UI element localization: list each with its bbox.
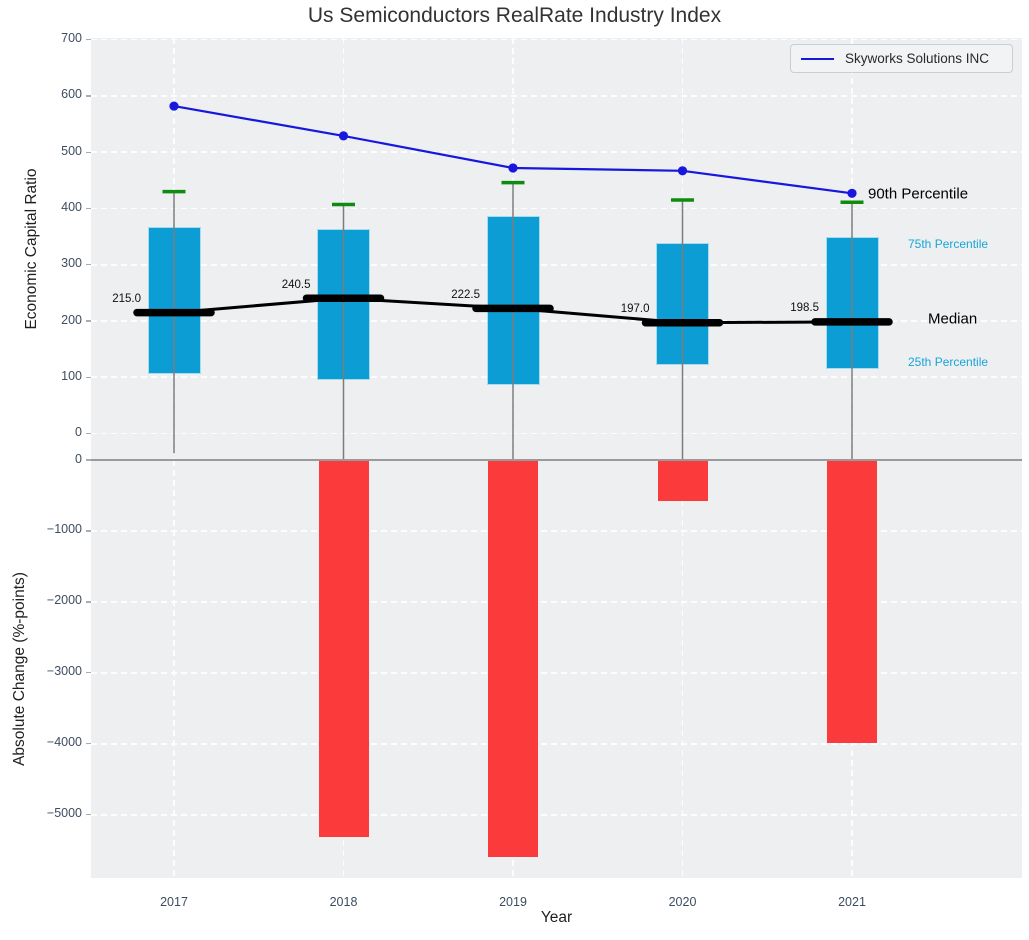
y-tick-label: 100: [61, 368, 82, 383]
grid-line-horizontal: [91, 38, 1022, 41]
y-axis-tick: [86, 530, 91, 532]
grid-line-horizontal: [91, 151, 1022, 153]
annotation-90th-percentile: 90th Percentile: [868, 185, 969, 203]
negative-change-bar-2020: [657, 460, 708, 501]
y-axis-tick: [86, 95, 91, 97]
chart-title: Us Semiconductors RealRate Industry Inde…: [307, 4, 722, 27]
y-axis-label-top: Economic Capital Ratio: [23, 168, 40, 330]
grid-line-vertical: [173, 460, 175, 878]
y-tick-label: −1000: [46, 522, 82, 537]
x-axis-label: Year: [540, 909, 573, 926]
negative-change-bar-2021: [827, 460, 877, 744]
annotation-median: Median: [928, 310, 978, 328]
negative-change-bar-2019: [488, 460, 538, 858]
legend: Skyworks Solutions INC: [790, 44, 1013, 73]
company-point-2020: [677, 166, 688, 176]
company-point-2017: [169, 101, 179, 111]
negative-change-bar-2018: [318, 460, 369, 837]
y-tick-label: −2000: [46, 593, 82, 608]
y-tick-label: 700: [61, 31, 82, 46]
grid-line-horizontal: [91, 672, 1022, 674]
median-value-label-2019: 222.5: [451, 288, 480, 301]
median-value-label-2018: 240.5: [281, 278, 311, 291]
zero-line: [91, 459, 1022, 461]
y-axis-label-bottom: Absolute Change (%-points): [11, 572, 28, 766]
y-tick-label: −3000: [46, 664, 82, 679]
grid-line-horizontal: [91, 530, 1022, 532]
y-axis-tick: [86, 814, 91, 816]
y-tick-label: −5000: [46, 806, 82, 821]
y-axis-tick: [86, 601, 91, 603]
x-tick-label-2018: 2018: [329, 895, 358, 909]
x-tick-label-2021: 2021: [838, 895, 866, 909]
company-point-2021: [847, 188, 857, 198]
company-point-2019: [508, 163, 518, 173]
annotation-75th-percentile: 75th Percentile: [908, 237, 989, 252]
company-line: [173, 104, 853, 195]
y-axis-tick: [86, 207, 91, 210]
median-value-label-2017: 215.0: [112, 293, 141, 306]
grid-line-horizontal: [91, 320, 1022, 322]
grid-line-horizontal: [91, 743, 1022, 745]
grid-line-horizontal: [91, 263, 1022, 266]
y-axis-tick: [86, 320, 91, 322]
grid-line-horizontal: [91, 601, 1022, 603]
y-tick-label: 300: [61, 256, 82, 271]
y-axis-tick: [86, 459, 91, 461]
y-tick-label: −4000: [46, 735, 82, 750]
grid-line-horizontal: [91, 207, 1022, 210]
legend-line-sample: [801, 57, 834, 60]
median-value-label-2020: 197.0: [620, 303, 650, 316]
x-tick-label-2019: 2019: [499, 895, 527, 909]
y-tick-label: 500: [61, 143, 82, 158]
x-tick-label-2017: 2017: [160, 895, 188, 909]
y-axis-tick: [86, 151, 91, 153]
y-tick-label: 600: [61, 87, 82, 102]
y-tick-label: 0: [75, 425, 82, 440]
grid-line-vertical: [681, 460, 684, 878]
grid-line-horizontal: [91, 95, 1022, 97]
top-plot-area: 215.0 240.5 222.5 197.0 198.5: [91, 38, 1022, 460]
y-tick-label: 200: [61, 312, 82, 327]
grid-line-horizontal: [91, 814, 1022, 816]
y-axis-tick: [86, 432, 91, 435]
y-tick-label: 0: [75, 451, 82, 466]
median-value-label-2021: 198.5: [790, 302, 819, 315]
annotation-25th-percentile: 25th Percentile: [908, 354, 989, 369]
y-axis-tick: [86, 39, 91, 41]
grid-line-horizontal: [91, 376, 1022, 379]
x-tick-label-2020: 2020: [668, 895, 697, 909]
y-axis-tick: [86, 743, 91, 745]
legend-label: Skyworks Solutions INC: [845, 51, 990, 66]
y-axis-tick: [86, 672, 91, 674]
y-axis-tick: [86, 376, 91, 378]
y-tick-label: 400: [61, 199, 82, 214]
grid-line-horizontal: [91, 432, 1022, 435]
company-point-2018: [338, 131, 349, 141]
bottom-plot-area: [91, 460, 1022, 878]
y-axis-tick: [86, 264, 91, 266]
top-plot-marks: [133, 101, 893, 460]
